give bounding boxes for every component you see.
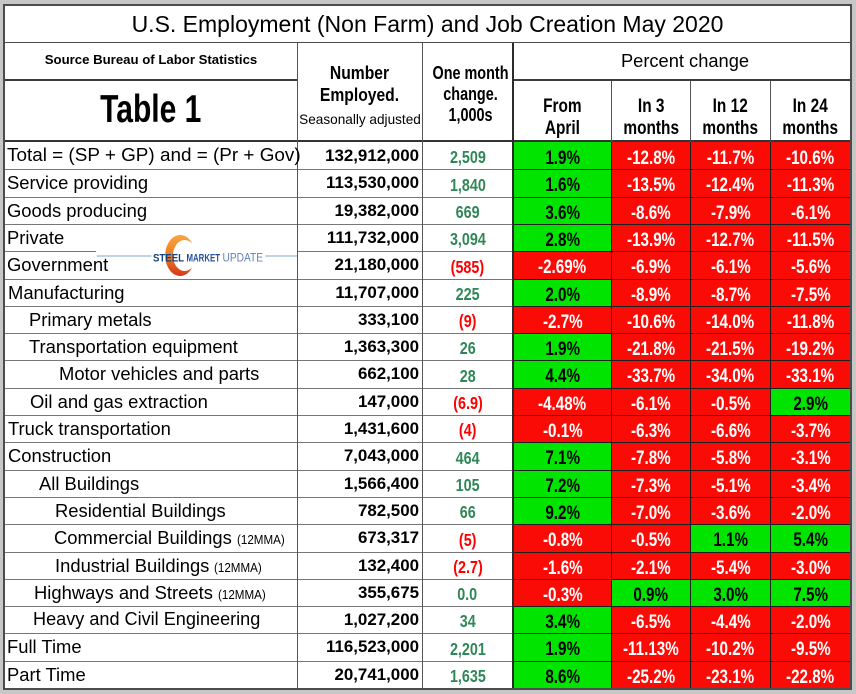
svg-text:UPDATE: UPDATE — [223, 253, 264, 265]
svg-text:STEEL: STEEL — [153, 253, 184, 265]
svg-text:MARKET: MARKET — [187, 253, 221, 265]
